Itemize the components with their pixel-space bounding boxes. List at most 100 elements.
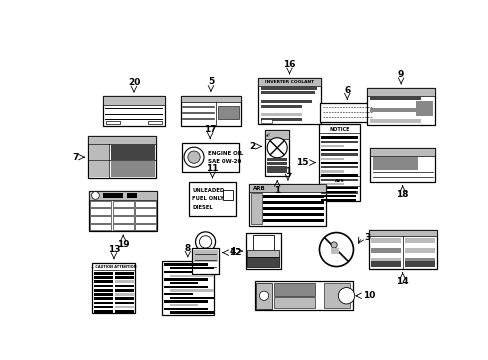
- Bar: [112, 216, 133, 222]
- Text: ⚠ CAUTION ATTENTION: ⚠ CAUTION ATTENTION: [91, 265, 137, 269]
- Bar: [369, 119, 420, 123]
- Bar: [115, 306, 134, 309]
- Circle shape: [199, 236, 211, 248]
- Text: 20: 20: [127, 78, 140, 87]
- Text: ▲!!: ▲!!: [266, 132, 271, 136]
- Bar: [321, 175, 357, 177]
- Bar: [162, 261, 214, 315]
- Bar: [274, 283, 315, 296]
- Bar: [261, 100, 311, 103]
- Circle shape: [330, 242, 337, 248]
- Bar: [169, 311, 214, 314]
- Circle shape: [338, 288, 354, 304]
- Bar: [115, 297, 134, 300]
- Bar: [323, 283, 350, 308]
- Bar: [87, 136, 155, 144]
- Bar: [94, 285, 113, 287]
- Bar: [112, 201, 133, 207]
- Bar: [94, 272, 113, 275]
- Bar: [366, 88, 434, 96]
- Bar: [321, 195, 356, 197]
- Bar: [261, 105, 302, 108]
- Bar: [252, 235, 273, 251]
- Bar: [404, 238, 434, 243]
- Bar: [257, 78, 321, 124]
- Bar: [163, 285, 208, 288]
- Bar: [415, 101, 432, 116]
- Bar: [321, 199, 356, 201]
- Text: DIESEL: DIESEL: [192, 205, 213, 210]
- Bar: [163, 300, 208, 303]
- Text: AVS: AVS: [334, 179, 344, 183]
- Bar: [103, 96, 164, 104]
- Bar: [115, 285, 134, 287]
- Bar: [103, 96, 164, 126]
- Bar: [94, 280, 113, 283]
- Text: 11: 11: [206, 164, 218, 173]
- Text: 12: 12: [228, 248, 241, 257]
- Bar: [189, 182, 235, 216]
- Bar: [261, 91, 314, 94]
- Bar: [321, 192, 357, 194]
- Text: 10: 10: [362, 291, 374, 300]
- Text: 3: 3: [364, 233, 370, 242]
- Bar: [169, 267, 214, 269]
- Bar: [169, 275, 214, 277]
- Bar: [169, 282, 198, 284]
- Bar: [163, 264, 208, 266]
- Bar: [90, 201, 111, 207]
- Bar: [257, 78, 321, 86]
- Bar: [147, 121, 162, 124]
- Text: NOTICE: NOTICE: [328, 127, 349, 132]
- Bar: [245, 233, 281, 269]
- Text: 5: 5: [207, 77, 214, 86]
- Bar: [321, 149, 357, 152]
- Circle shape: [259, 291, 268, 300]
- Bar: [369, 97, 420, 100]
- Text: 17: 17: [203, 125, 216, 134]
- Bar: [249, 184, 326, 226]
- Text: 1: 1: [284, 167, 290, 176]
- Bar: [94, 297, 113, 300]
- Bar: [261, 109, 302, 112]
- Bar: [372, 157, 417, 170]
- Bar: [263, 207, 324, 210]
- Bar: [254, 281, 353, 310]
- Bar: [163, 278, 208, 280]
- Bar: [368, 230, 436, 236]
- Bar: [261, 113, 302, 116]
- Bar: [169, 304, 198, 306]
- Bar: [321, 170, 343, 172]
- Bar: [182, 143, 238, 172]
- Text: 18: 18: [396, 190, 408, 199]
- Bar: [321, 153, 357, 156]
- Bar: [249, 184, 326, 193]
- Bar: [135, 224, 156, 230]
- Text: ARB: ARB: [253, 186, 265, 191]
- Bar: [94, 310, 113, 313]
- Bar: [169, 289, 214, 292]
- Bar: [181, 95, 241, 126]
- Bar: [366, 88, 434, 125]
- Bar: [404, 261, 434, 267]
- Bar: [90, 216, 111, 222]
- Bar: [263, 219, 324, 222]
- Bar: [250, 193, 261, 224]
- Bar: [115, 280, 134, 283]
- Bar: [318, 124, 360, 201]
- Bar: [261, 96, 313, 99]
- Bar: [163, 271, 192, 273]
- Text: INVERTER COOLANT: INVERTER COOLANT: [264, 80, 313, 84]
- Bar: [94, 302, 113, 304]
- Bar: [163, 308, 208, 310]
- Bar: [321, 145, 343, 147]
- Bar: [370, 238, 400, 243]
- Bar: [369, 148, 434, 182]
- Circle shape: [183, 147, 203, 167]
- Bar: [370, 261, 400, 267]
- Bar: [112, 224, 133, 230]
- Circle shape: [187, 151, 200, 163]
- Bar: [321, 136, 357, 139]
- Bar: [264, 130, 289, 176]
- Circle shape: [195, 232, 215, 252]
